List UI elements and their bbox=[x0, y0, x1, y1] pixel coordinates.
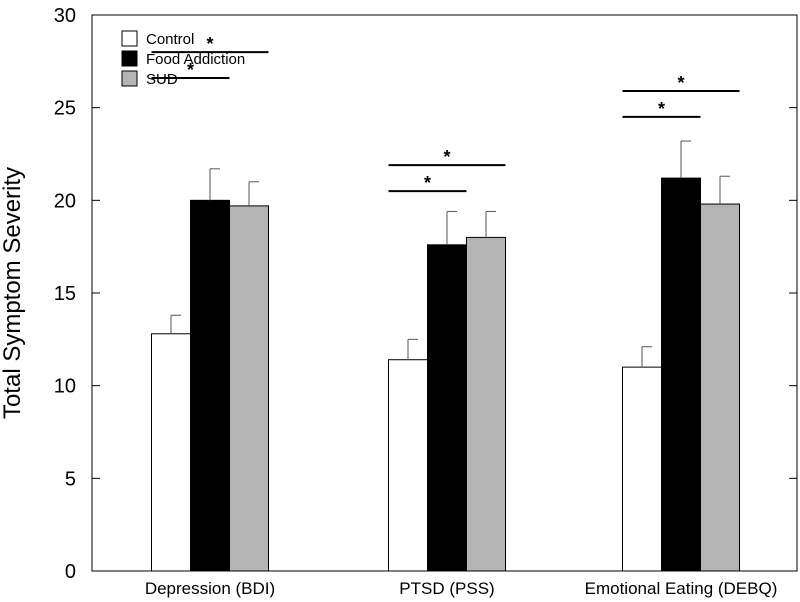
bar bbox=[229, 205, 269, 572]
bar bbox=[622, 366, 662, 572]
legend-swatch bbox=[121, 70, 138, 87]
significance-star: * bbox=[206, 34, 213, 54]
bars bbox=[151, 177, 740, 572]
y-tick-label: 15 bbox=[54, 283, 76, 305]
significance-markers: * * * * * * bbox=[151, 34, 740, 193]
significance-star: * bbox=[677, 73, 684, 93]
legend-label: SUD bbox=[146, 71, 178, 88]
x-tick-label: PTSD (PSS) bbox=[399, 579, 494, 598]
significance-star: * bbox=[187, 60, 194, 80]
y-tick-label: 10 bbox=[54, 376, 76, 398]
y-tick-label: 20 bbox=[54, 190, 76, 212]
bar bbox=[151, 333, 191, 572]
error-bars bbox=[170, 140, 730, 368]
x-tick-label: Depression (BDI) bbox=[145, 579, 275, 598]
legend: Control Food Addiction SUD bbox=[121, 30, 245, 88]
bar bbox=[466, 236, 506, 572]
significance-star: * bbox=[658, 99, 665, 119]
legend-swatch bbox=[121, 30, 138, 47]
significance-star: * bbox=[424, 173, 431, 193]
bar bbox=[388, 359, 428, 572]
y-tick-label: 5 bbox=[65, 468, 76, 490]
x-axis-labels: Depression (BDI) PTSD (PSS) Emotional Eati… bbox=[145, 579, 778, 598]
y-tick-label: 25 bbox=[54, 98, 76, 120]
y-axis-title: Total Symptom Severity bbox=[0, 167, 26, 419]
bar bbox=[427, 244, 467, 572]
legend-swatch bbox=[121, 50, 138, 67]
bar bbox=[661, 177, 701, 572]
y-tick-label: 0 bbox=[65, 561, 76, 583]
legend-label: Control bbox=[146, 31, 194, 48]
y-axis-ticks: 0 5 10 15 20 25 30 bbox=[54, 5, 797, 583]
bar bbox=[700, 203, 740, 572]
bar bbox=[190, 199, 230, 572]
legend-label: Food Addiction bbox=[146, 51, 245, 68]
y-tick-label: 30 bbox=[54, 5, 76, 27]
significance-star: * bbox=[443, 147, 450, 167]
x-tick-label: Emotional Eating (DEBQ) bbox=[585, 579, 778, 598]
